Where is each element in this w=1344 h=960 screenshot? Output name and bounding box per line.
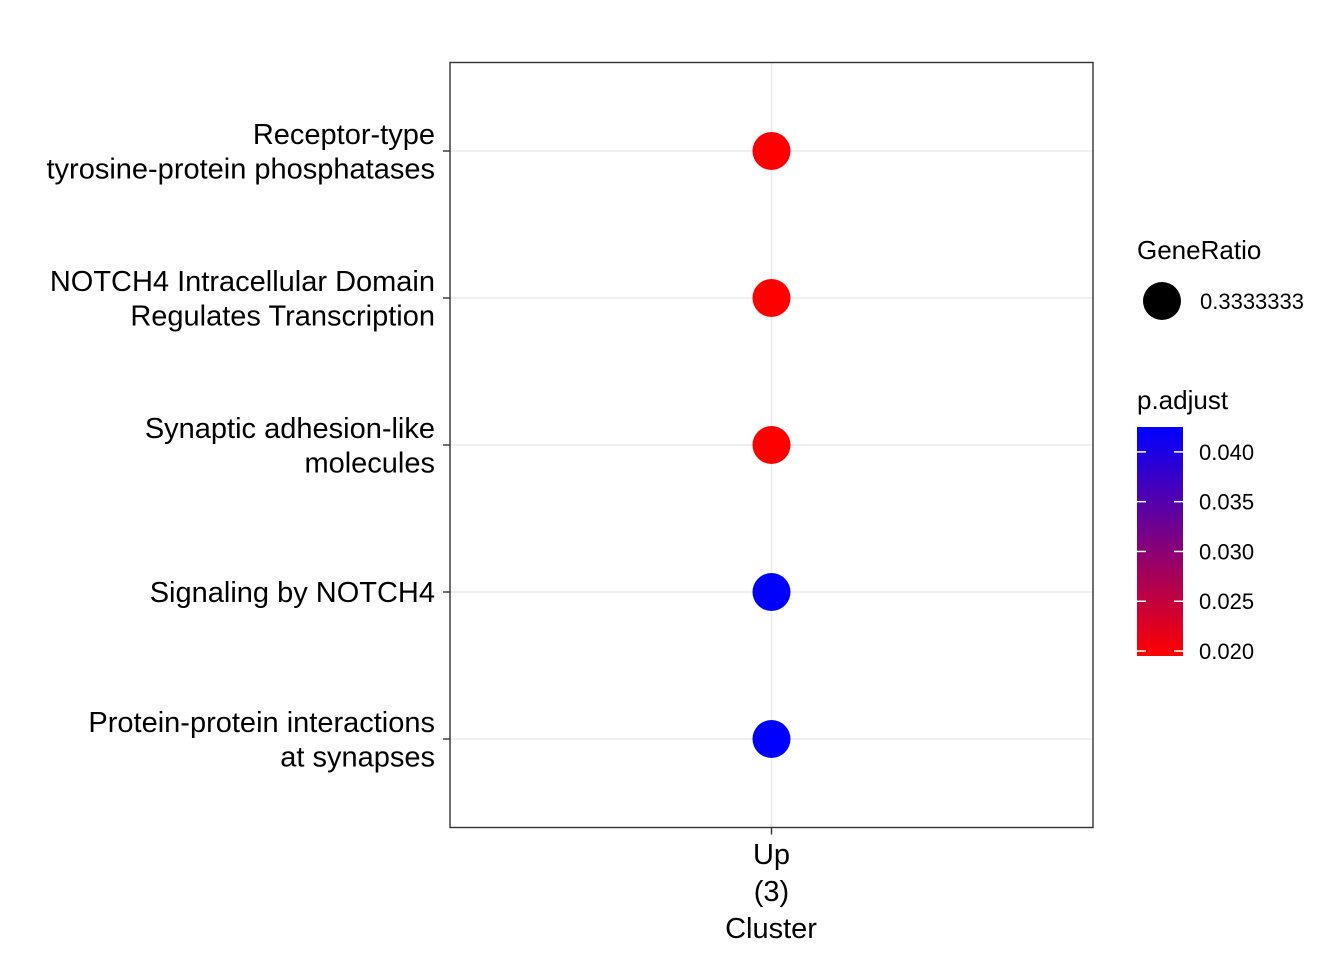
color-legend-title: p.adjust: [1137, 385, 1229, 415]
color-legend-label: 0.020: [1199, 639, 1254, 664]
x-axis-title: Cluster: [725, 913, 817, 945]
y-tick-label: at synapses: [280, 741, 435, 773]
size-legend-key: [1143, 282, 1181, 320]
y-tick-label: NOTCH4 Intracellular Domain: [50, 266, 435, 298]
color-legend-label: 0.025: [1199, 589, 1254, 614]
data-point: [752, 279, 791, 317]
y-tick-label: Signaling by NOTCH4: [150, 577, 435, 609]
data-point: [752, 573, 791, 611]
size-legend: GeneRatio 0.3333333: [1137, 235, 1304, 320]
color-bar: [1137, 427, 1183, 656]
y-tick-label: Regulates Transcription: [130, 300, 435, 332]
size-legend-keys: 0.3333333: [1143, 282, 1304, 320]
x-axis: Up (3): [753, 827, 790, 908]
y-tick-label: tyrosine-protein phosphatases: [46, 153, 435, 185]
y-tick-label: Receptor-type: [253, 119, 435, 151]
x-tick-label: Up: [753, 839, 790, 871]
size-legend-label: 0.3333333: [1200, 289, 1304, 314]
data-point: [752, 132, 791, 170]
data-points: [752, 132, 791, 758]
size-legend-title: GeneRatio: [1137, 235, 1261, 265]
data-point: [752, 426, 791, 464]
color-legend-label: 0.030: [1199, 539, 1254, 564]
color-legend-label: 0.040: [1199, 440, 1254, 465]
color-legend-ticks: 0.040 0.035 0.030 0.025 0.020: [1137, 440, 1254, 664]
color-legend-label: 0.035: [1199, 490, 1254, 515]
y-tick-label: Synaptic adhesion-like: [145, 413, 435, 445]
data-point: [752, 720, 791, 758]
y-tick-label: Protein-protein interactions: [88, 707, 435, 739]
x-tick-label: (3): [754, 876, 789, 908]
color-legend: p.adjust 0.040 0.035 0.030 0.025 0.020: [1137, 385, 1254, 664]
y-tick-label: molecules: [304, 447, 435, 479]
